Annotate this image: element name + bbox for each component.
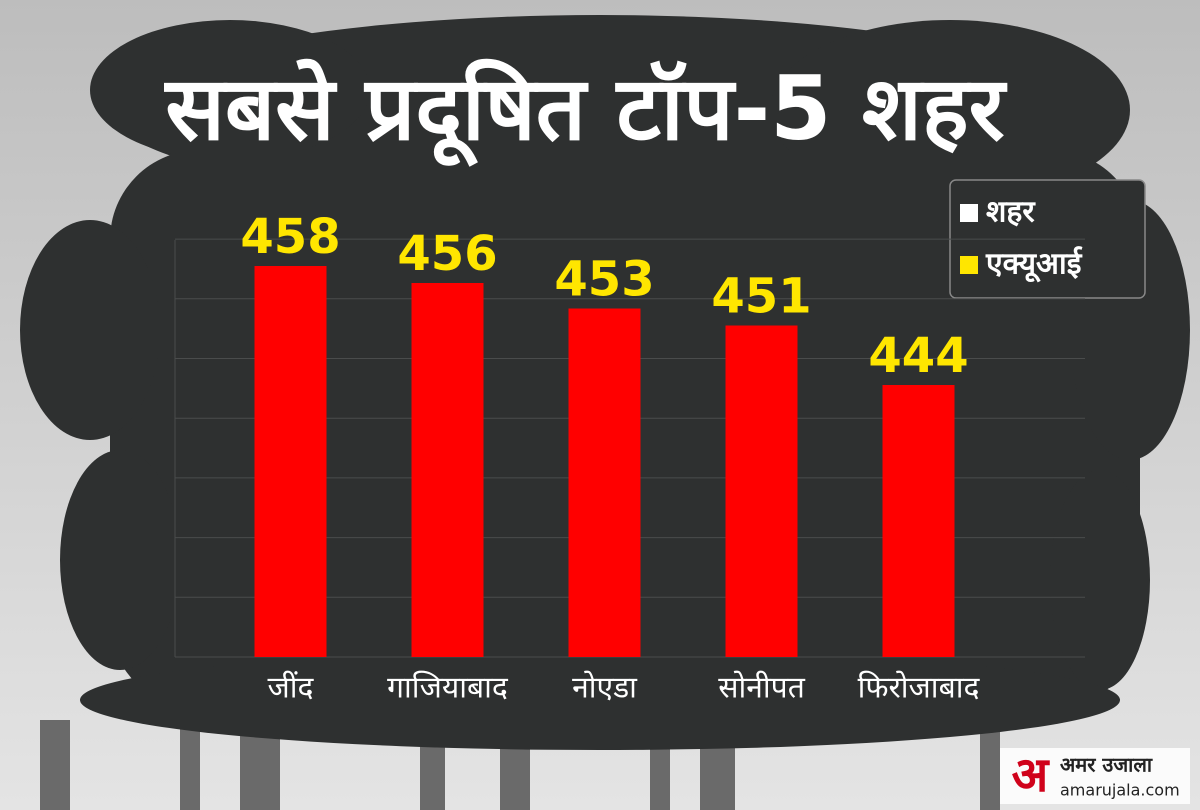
x-tick-label: जींद	[268, 671, 315, 706]
value-label: 451	[711, 269, 811, 325]
bar	[411, 283, 484, 657]
chart-title: सबसे प्रदूषित टॉप-5 शहर	[163, 57, 1007, 167]
brand: अ अमर उजाला amarujala.com	[1000, 747, 1190, 804]
value-label: 456	[397, 226, 497, 282]
bar	[882, 385, 955, 657]
x-tick-label: गाजियाबाद	[387, 671, 509, 706]
brand-mark: अ	[1012, 747, 1051, 803]
legend-label: शहर	[986, 195, 1036, 230]
bar	[254, 266, 327, 657]
value-label: 453	[554, 252, 654, 308]
legend-swatch	[960, 204, 978, 222]
legend-swatch	[960, 256, 978, 274]
value-label: 444	[868, 328, 968, 384]
brand-box	[1000, 748, 1190, 804]
value-label: 458	[240, 209, 340, 265]
brand-site: amarujala.com	[1060, 781, 1180, 800]
brand-name: अमर उजाला	[1060, 753, 1153, 777]
x-tick-label: फिरोजाबाद	[858, 671, 981, 706]
x-tick-label: नोएडा	[572, 671, 638, 706]
legend-label: एक्यूआई	[985, 246, 1083, 283]
x-tick-label: सोनीपत	[718, 671, 806, 706]
bar	[568, 308, 641, 657]
bar	[725, 325, 798, 657]
